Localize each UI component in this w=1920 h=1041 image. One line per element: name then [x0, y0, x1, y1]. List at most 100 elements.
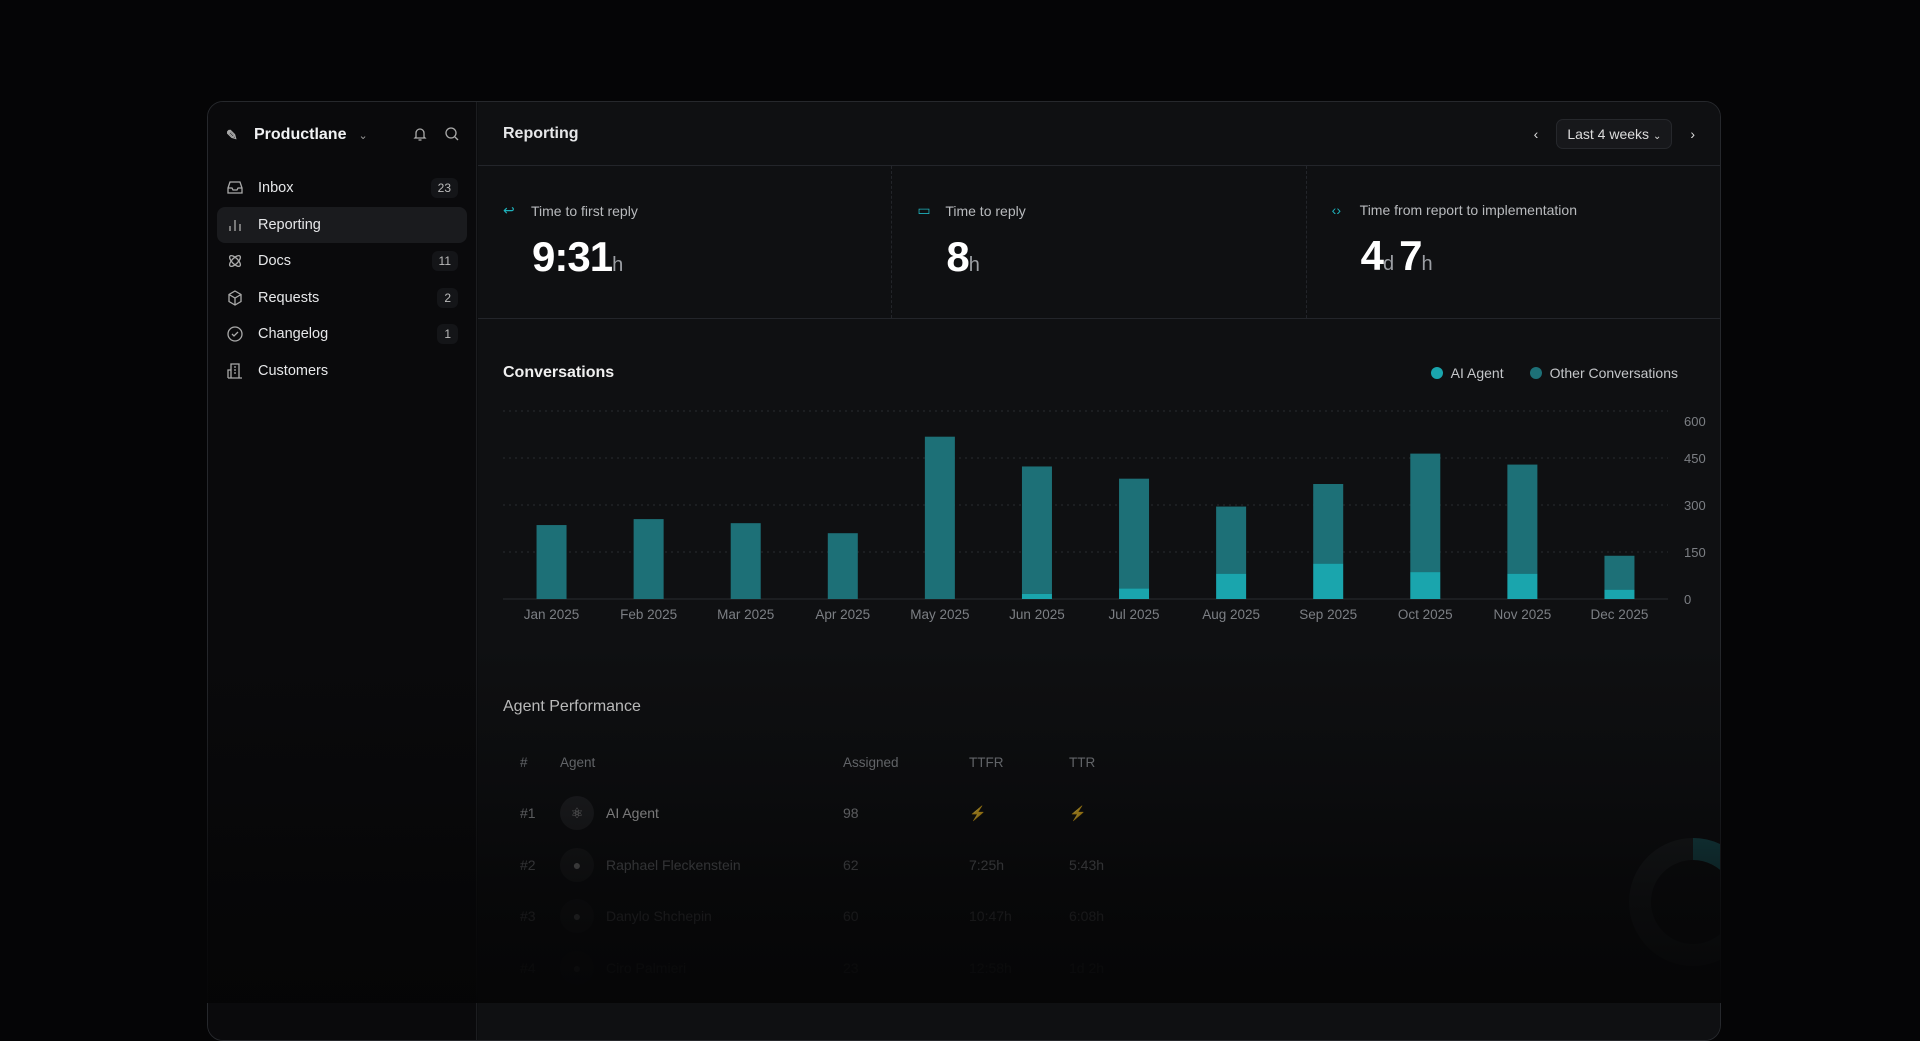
- lightning-icon: ⚡: [1069, 804, 1087, 821]
- agent-performance-title: Agent Performance: [503, 698, 641, 715]
- workspace-switcher[interactable]: ✎ Productlane ⌄: [226, 126, 368, 144]
- atom-icon: [226, 252, 244, 270]
- inbox-icon: [226, 179, 244, 197]
- bar-other-conversations: [1313, 484, 1344, 564]
- x-tick-label: Dec 2025: [1591, 607, 1649, 622]
- metric-unit: h: [968, 254, 980, 276]
- metric-label: Time from report to implementation: [1359, 202, 1577, 218]
- ttfr-value: 12:58h: [969, 959, 1012, 976]
- productlane-logo-icon: ✎: [226, 126, 238, 143]
- rank-cell: #3: [520, 908, 536, 924]
- page-title: Reporting: [503, 124, 579, 142]
- x-tick-label: Sep 2025: [1299, 607, 1357, 622]
- x-tick-label: Nov 2025: [1493, 607, 1551, 622]
- metric-time-to-implementation: ‹› Time from report to implementation 4d 7…: [1307, 166, 1720, 318]
- bar-ai-agent: [1216, 573, 1247, 599]
- chevron-down-icon: ⌄: [1652, 130, 1662, 142]
- sidebar-item-label: Changelog: [258, 326, 329, 342]
- x-tick-label: May 2025: [910, 607, 969, 622]
- sidebar-item-changelog[interactable]: Changelog 1: [217, 316, 467, 352]
- metric-value: 4: [1360, 232, 1384, 279]
- metric-unit: h: [1421, 253, 1433, 275]
- sidebar-item-requests[interactable]: Requests 2: [217, 280, 467, 316]
- avatar: ●: [560, 847, 594, 882]
- metric-value: 9:31: [532, 233, 613, 280]
- main-content: Reporting ‹ Last 4 weeks ⌄ › ↩ Time to fi…: [478, 102, 1720, 1040]
- column-header[interactable]: #: [520, 754, 528, 770]
- column-header[interactable]: Agent: [560, 754, 596, 770]
- avatar: ⚛: [560, 796, 594, 830]
- bar-other-conversations: [1410, 453, 1441, 573]
- column-header[interactable]: Assigned: [843, 754, 899, 770]
- count-badge: 23: [430, 178, 458, 198]
- ttfr-value: 10:47h: [969, 908, 1012, 924]
- bar-other-conversations: [633, 519, 664, 599]
- app-window: ✎ Productlane ⌄ Inbox 23 Reporting Docs 11 Re…: [207, 101, 1721, 1041]
- table-row[interactable]: #4 ● Ciro Palmieri 23 12:58h 1d 2h: [503, 948, 1243, 988]
- bar-other-conversations: [1119, 478, 1150, 589]
- metric-unit: h: [612, 254, 623, 276]
- bar-ai-agent: [1507, 573, 1538, 599]
- code-icon: ‹›: [1331, 202, 1341, 218]
- sidebar-item-docs[interactable]: Docs 11: [217, 243, 467, 279]
- sidebar-item-label: Reporting: [258, 216, 321, 233]
- agent-name: Danylo Shchepin: [606, 908, 712, 924]
- assigned-cell: 60: [843, 908, 859, 924]
- cube-icon: [226, 289, 244, 307]
- y-tick-label: 150: [1684, 545, 1706, 560]
- ttr-value: 1d 2h: [1069, 959, 1105, 976]
- bar-ai-agent: [1410, 572, 1441, 599]
- metric-time-to-first-reply: ↩ Time to first reply 9:31h: [478, 166, 893, 318]
- bar-other-conversations: [1021, 466, 1052, 594]
- metric-unit: d: [1383, 253, 1394, 275]
- rank-cell: #4: [520, 959, 536, 976]
- conversations-chart: 0 150 300 450 600 Jan 2025 Feb 2025 Mar 2025 Apr…: [503, 410, 1706, 622]
- lightning-icon: ⚡: [969, 804, 987, 821]
- message-icon: ▭: [917, 202, 931, 218]
- bar-other-conversations: [827, 533, 858, 599]
- count-badge: 11: [431, 251, 458, 271]
- bar-chart-icon: [226, 216, 244, 234]
- table-row[interactable]: #1 ⚛ AI Agent 98 ⚡ ⚡: [503, 793, 1243, 833]
- sidebar-item-reporting[interactable]: Reporting: [217, 206, 467, 243]
- sidebar-item-inbox[interactable]: Inbox 23: [217, 170, 467, 206]
- x-tick-label: Jun 2025: [1009, 607, 1065, 622]
- column-header[interactable]: TTFR: [969, 754, 1004, 770]
- x-tick-label: Aug 2025: [1202, 607, 1260, 622]
- rank-cell: #2: [520, 856, 536, 873]
- assigned-cell: 62: [843, 856, 859, 873]
- x-tick-label: Jul 2025: [1109, 607, 1160, 622]
- search-icon[interactable]: [444, 126, 460, 142]
- bell-icon[interactable]: [412, 126, 428, 142]
- next-period-button[interactable]: ›: [1690, 125, 1695, 142]
- bar-other-conversations: [1216, 506, 1247, 574]
- bar-ai-agent: [1604, 589, 1635, 599]
- count-badge: 1: [437, 324, 458, 344]
- table-row[interactable]: #3 ● Danylo Shchepin 60 10:47h 6:08h: [503, 896, 1243, 936]
- column-header[interactable]: TTR: [1069, 754, 1096, 770]
- chevron-down-icon: ⌄: [358, 129, 368, 142]
- metric-label: Time to reply: [945, 202, 1026, 219]
- count-badge: 2: [437, 287, 458, 308]
- sidebar-item-label: Customers: [258, 362, 329, 379]
- prev-period-button[interactable]: ‹: [1533, 125, 1539, 142]
- sidebar-item-label: Docs: [258, 253, 292, 269]
- donut-segment: [1692, 838, 1720, 870]
- building-icon: [226, 362, 244, 380]
- bar-ai-agent: [1119, 588, 1150, 599]
- agent-name: Raphael Fleckenstein: [606, 856, 741, 873]
- table-row[interactable]: #2 ● Raphael Fleckenstein 62 7:25h 5:43h: [503, 845, 1243, 885]
- metric-value: 7: [1399, 232, 1422, 279]
- date-range-select[interactable]: Last 4 weeks ⌄: [1556, 118, 1673, 149]
- x-tick-label: Apr 2025: [815, 607, 870, 622]
- bar-ai-agent: [1021, 593, 1052, 599]
- assigned-cell: 98: [843, 805, 859, 821]
- ttr-value: 5:43h: [1069, 856, 1105, 873]
- bar-other-conversations: [1604, 555, 1635, 590]
- table-header: # Agent Assigned TTFR TTR: [503, 742, 1243, 782]
- x-tick-label: Feb 2025: [620, 607, 677, 622]
- sidebar-item-customers[interactable]: Customers: [217, 353, 467, 389]
- metric-value: 8: [946, 233, 969, 280]
- avatar: ●: [560, 950, 594, 985]
- y-tick-label: 450: [1684, 451, 1706, 466]
